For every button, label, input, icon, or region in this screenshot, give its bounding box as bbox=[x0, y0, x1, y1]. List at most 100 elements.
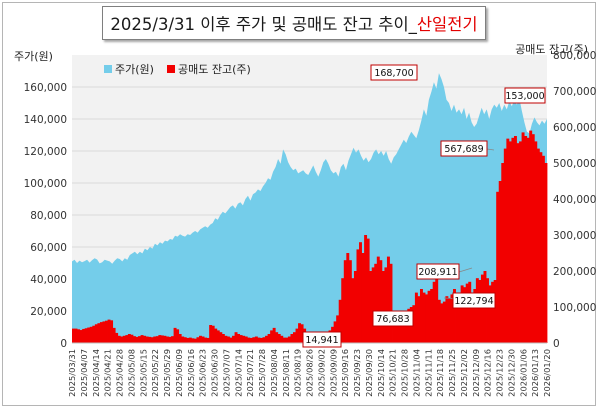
x-tick-label: 2025/11/11 bbox=[423, 349, 433, 397]
short-interest-bar bbox=[143, 335, 147, 343]
short-interest-bar bbox=[97, 323, 101, 343]
short-interest-bar bbox=[534, 141, 538, 343]
x-tick-label: 2025/12/02 bbox=[459, 349, 469, 397]
x-tick-label: 2025/10/28 bbox=[400, 349, 410, 397]
short-interest-bar bbox=[290, 334, 294, 343]
short-interest-bar bbox=[364, 235, 368, 343]
short-interest-bar bbox=[226, 336, 230, 343]
callout-box bbox=[440, 140, 488, 157]
short-interest-bar bbox=[74, 328, 78, 343]
short-interest-bar bbox=[366, 238, 370, 343]
x-tick-label: 2025/06/16 bbox=[186, 349, 196, 397]
short-interest-bar bbox=[122, 335, 126, 343]
short-interest-bar bbox=[353, 271, 357, 343]
short-interest-bar bbox=[211, 325, 215, 343]
short-interest-bar bbox=[196, 337, 200, 343]
short-interest-bar bbox=[209, 325, 213, 343]
short-interest-bar bbox=[300, 324, 304, 343]
short-interest-bar bbox=[155, 336, 159, 343]
x-tick-label: 2025/05/08 bbox=[126, 349, 136, 397]
x-tick-label: 2025/09/23 bbox=[352, 349, 362, 397]
chart-title-box: 2025/3/31 이후 주가 및 공매도 잔고 추이_산일전기 bbox=[102, 6, 486, 40]
short-interest-bar bbox=[229, 337, 233, 343]
x-tick-label: 2025/04/07 bbox=[79, 349, 89, 397]
x-tick-label: 2025/07/14 bbox=[233, 349, 243, 397]
short-interest-bar bbox=[72, 328, 75, 343]
short-interest-bar bbox=[435, 267, 439, 343]
callout-label: 76,683 bbox=[376, 314, 409, 325]
x-tick-label: 2026/01/06 bbox=[518, 349, 528, 397]
short-interest-bar bbox=[336, 315, 340, 343]
short-interest-bar bbox=[82, 328, 86, 343]
callout-box bbox=[372, 310, 414, 327]
short-interest-bar bbox=[224, 335, 228, 343]
short-interest-bar bbox=[191, 338, 195, 343]
short-interest-bar bbox=[282, 337, 286, 343]
short-interest-bar bbox=[181, 336, 185, 343]
short-interest-bar bbox=[371, 267, 375, 343]
callout-box bbox=[302, 331, 342, 348]
short-interest-bar bbox=[150, 337, 154, 343]
short-interest-bar bbox=[160, 335, 164, 343]
short-interest-bar bbox=[237, 334, 241, 343]
short-interest-bar bbox=[524, 136, 528, 343]
y-axis-right-label: 공매도 잔고(주) bbox=[515, 43, 588, 56]
short-interest-bar bbox=[376, 256, 380, 343]
short-interest-bar bbox=[127, 334, 131, 343]
short-interest-bar bbox=[402, 314, 406, 343]
chart-title: 2025/3/31 이후 주가 및 공매도 잔고 추이_산일전기 bbox=[110, 11, 477, 35]
short-interest-bar bbox=[183, 337, 187, 343]
short-interest-bar bbox=[529, 130, 533, 343]
short-interest-bar bbox=[188, 337, 192, 343]
short-interest-bar bbox=[262, 337, 266, 343]
callout-label: 122,794 bbox=[454, 296, 493, 307]
callout-box bbox=[504, 87, 546, 104]
short-interest-bar bbox=[201, 336, 205, 343]
short-interest-bar bbox=[374, 263, 378, 343]
short-interest-bar bbox=[526, 137, 530, 343]
y-right-tick-label: 200,000 bbox=[553, 266, 596, 278]
short-interest-bar bbox=[511, 137, 515, 343]
short-interest-bar bbox=[397, 317, 401, 343]
short-interest-bar bbox=[536, 148, 540, 343]
short-interest-bar bbox=[414, 292, 418, 343]
short-interest-bar bbox=[270, 330, 274, 343]
x-tick-label: 2025/07/28 bbox=[257, 349, 267, 397]
short-interest-bar bbox=[379, 260, 383, 343]
short-interest-bar bbox=[132, 336, 136, 343]
short-interest-bar bbox=[287, 336, 291, 343]
legend-short-label: 공매도 잔고(주) bbox=[178, 63, 251, 76]
short-interest-bar bbox=[298, 323, 302, 343]
callout-label: 14,941 bbox=[305, 335, 338, 346]
x-tick-label: 2025/08/11 bbox=[281, 349, 291, 397]
y-left-tick-label: 100,000 bbox=[24, 178, 67, 190]
callout-label: 153,000 bbox=[505, 91, 544, 102]
short-interest-bar bbox=[275, 332, 279, 343]
short-interest-bar bbox=[422, 292, 426, 343]
short-interest-bar bbox=[480, 274, 484, 343]
x-tick-label: 2025/11/18 bbox=[435, 349, 445, 397]
y-left-tick-label: 20,000 bbox=[30, 306, 67, 318]
short-interest-bar bbox=[148, 336, 152, 343]
short-interest-bar bbox=[369, 271, 373, 343]
short-interest-bar bbox=[493, 280, 497, 343]
short-interest-bar bbox=[513, 136, 517, 343]
y-left-tick-label: 120,000 bbox=[24, 146, 67, 158]
short-interest-bar bbox=[99, 322, 103, 343]
short-interest-bar bbox=[173, 327, 177, 343]
short-interest-bar bbox=[199, 335, 202, 343]
short-interest-bar bbox=[430, 289, 434, 343]
x-tick-label: 2025/12/30 bbox=[506, 349, 516, 397]
x-tick-label: 2025/11/25 bbox=[447, 349, 457, 397]
callout-label: 168,700 bbox=[374, 68, 413, 79]
short-interest-bar bbox=[437, 299, 441, 343]
short-interest-bar bbox=[77, 329, 81, 343]
x-tick-label: 2025/05/29 bbox=[162, 349, 172, 397]
short-interest-bar bbox=[125, 335, 129, 343]
short-interest-bar bbox=[470, 298, 474, 343]
short-interest-bar bbox=[145, 336, 149, 343]
short-interest-bar bbox=[221, 334, 225, 343]
y-left-tick-label: 140,000 bbox=[24, 114, 67, 126]
short-interest-bar bbox=[501, 163, 505, 343]
